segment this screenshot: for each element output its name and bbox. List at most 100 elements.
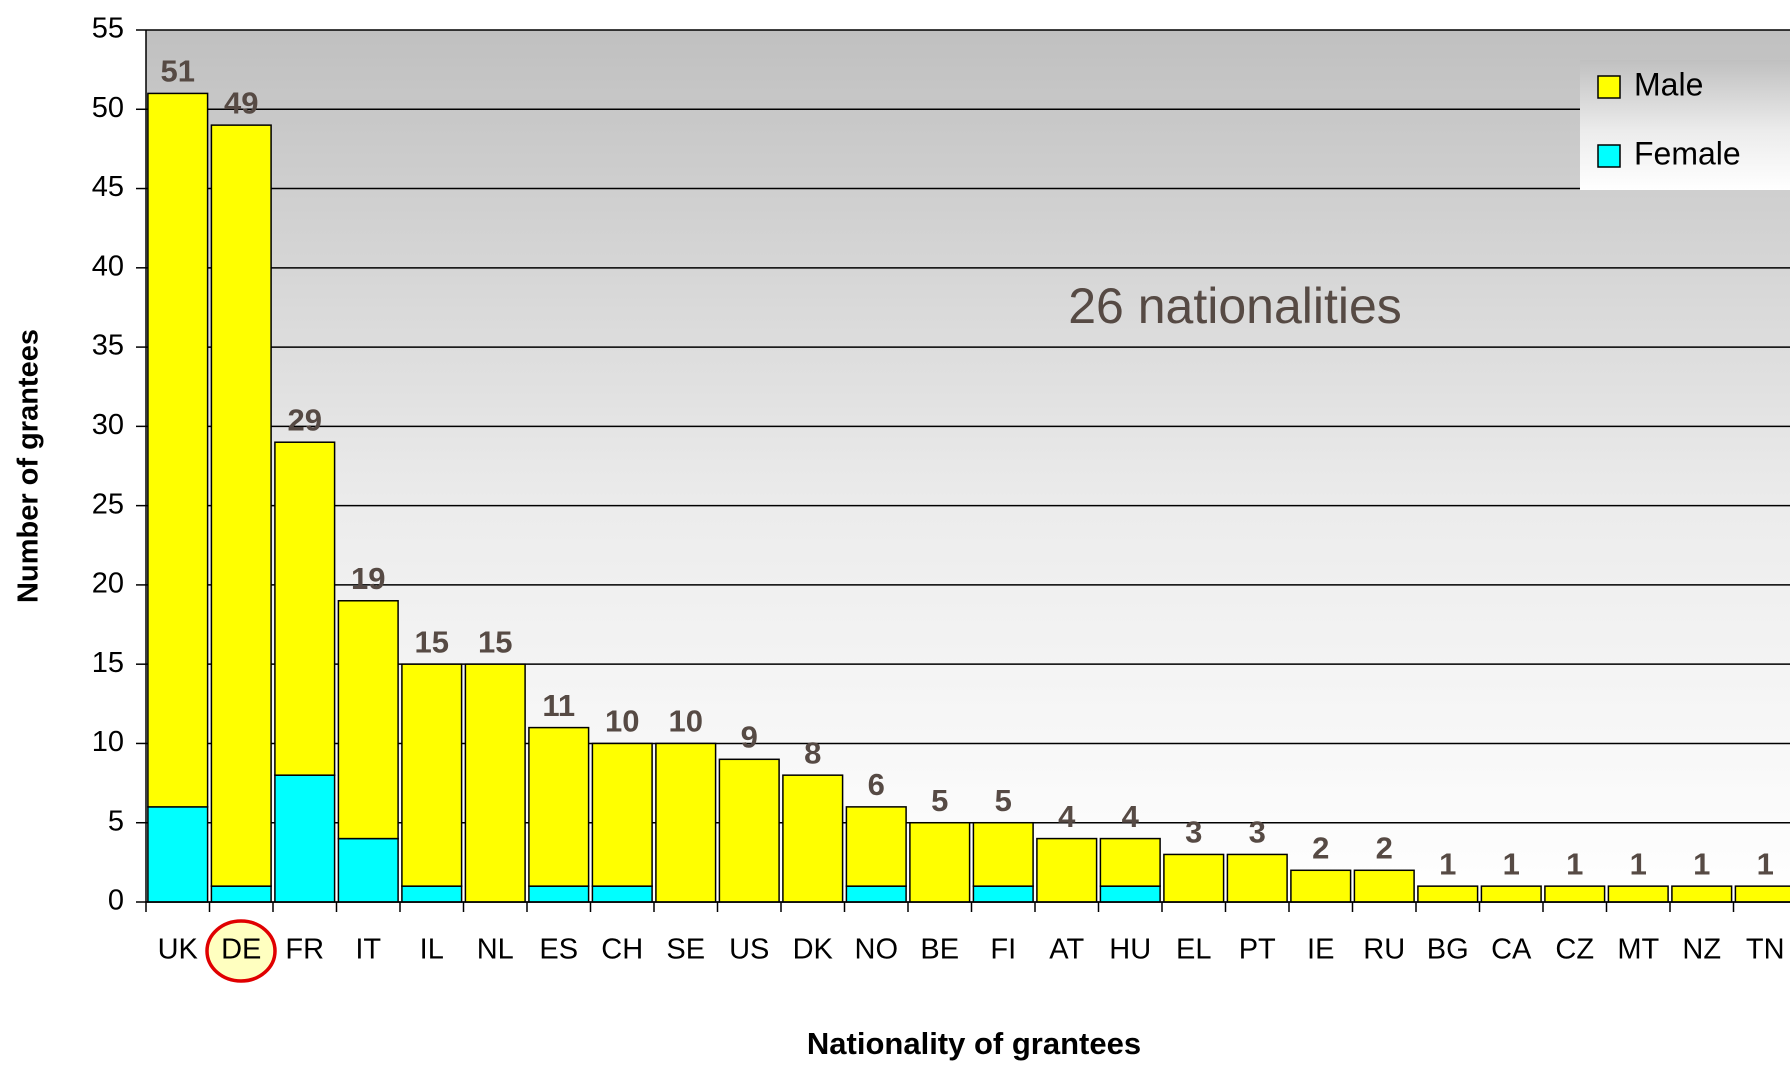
y-tick-label: 15 (92, 647, 124, 679)
total-label: 5 (931, 783, 948, 818)
legend-label: Female (1634, 135, 1741, 171)
highlight-circle (205, 919, 277, 983)
y-tick-label: 10 (92, 726, 124, 758)
x-tick-label: IT (355, 934, 381, 966)
bar-segment (1671, 885, 1733, 903)
x-tick-label: UK (158, 934, 199, 966)
x-axis-title: Nationality of grantees (807, 1026, 1141, 1061)
total-label: 1 (1630, 846, 1647, 881)
x-tick-label: SE (666, 934, 705, 966)
bar-segment (718, 758, 780, 903)
x-tick-label: CA (1491, 934, 1532, 966)
total-label: 29 (288, 402, 322, 437)
bar-segment (1099, 837, 1161, 887)
x-tick-label: CZ (1555, 934, 1594, 966)
total-label: 5 (995, 783, 1012, 818)
bar-segment (1036, 837, 1098, 903)
total-label: 6 (868, 767, 885, 802)
y-tick-label: 45 (92, 171, 124, 203)
total-label: 1 (1566, 846, 1583, 881)
total-label: 1 (1503, 846, 1520, 881)
bar-segment (1544, 885, 1606, 903)
x-tick-label: NZ (1682, 934, 1721, 966)
x-tick-label: BG (1427, 934, 1469, 966)
x-tick-label: BE (920, 934, 959, 966)
total-label: 10 (605, 704, 639, 739)
bar-segment (1290, 869, 1352, 903)
total-label: 2 (1376, 830, 1393, 865)
bar-segment (210, 124, 272, 887)
x-tick-label: CH (601, 934, 643, 966)
bar-segment (528, 885, 590, 903)
bar-segment (782, 774, 844, 903)
bar-segment (845, 806, 907, 887)
bar-segment (1607, 885, 1669, 903)
y-tick-label: 25 (92, 488, 124, 520)
x-tick-label: FR (285, 934, 324, 966)
total-label: 15 (415, 624, 449, 659)
bar-segment (337, 600, 399, 840)
legend-label: Male (1634, 66, 1703, 102)
bar-segment (147, 806, 209, 903)
total-label: 1 (1757, 846, 1774, 881)
bar-segment (1163, 853, 1225, 903)
x-tick-label: DE (221, 934, 261, 966)
y-tick-label: 50 (92, 92, 124, 124)
total-label: 11 (542, 688, 575, 723)
bar-segment (274, 441, 336, 776)
legend-swatch (1597, 75, 1621, 99)
x-tick-label: HU (1109, 934, 1151, 966)
total-label: 1 (1693, 846, 1710, 881)
bar-segment (909, 821, 971, 903)
bar-segment (1353, 869, 1415, 903)
bar-segment (210, 885, 272, 903)
x-tick-label: IL (420, 934, 444, 966)
x-tick-label: DK (793, 934, 834, 966)
bar-segment (655, 742, 717, 903)
total-label: 51 (161, 54, 195, 89)
x-tick-label: FI (990, 934, 1016, 966)
total-label: 10 (669, 704, 703, 739)
annotation: 26 nationalities (1068, 278, 1402, 334)
y-axis-title: Number of grantees (13, 329, 45, 603)
bar-segment (1099, 885, 1161, 903)
x-tick-label: EL (1176, 934, 1211, 966)
y-tick-label: 40 (92, 250, 124, 282)
x-tick-label: TN (1746, 934, 1785, 966)
bar-segment (337, 837, 399, 903)
y-tick-label: 35 (92, 330, 124, 362)
x-tick-label: NO (855, 934, 899, 966)
bar-segment (1734, 885, 1790, 903)
bar-segment (528, 726, 590, 887)
total-label: 19 (351, 561, 385, 596)
bar-segment (845, 885, 907, 903)
bar-segment (274, 774, 336, 903)
legend-swatch (1597, 144, 1621, 168)
total-label: 3 (1185, 815, 1202, 850)
bar-segment (464, 663, 526, 903)
x-tick-label: AT (1049, 934, 1084, 966)
y-tick-label: 55 (92, 13, 124, 45)
x-tick-label: ES (539, 934, 578, 966)
bar-segment (972, 885, 1034, 903)
bar-segment (972, 821, 1034, 887)
total-label: 4 (1122, 799, 1140, 834)
total-label: 8 (804, 735, 821, 770)
bar-segment (591, 885, 653, 903)
x-tick-label: RU (1363, 934, 1405, 966)
bar-segment (1417, 885, 1479, 903)
total-label: 49 (224, 85, 258, 120)
x-tick-label: NL (477, 934, 514, 966)
x-tick-label: IE (1307, 934, 1334, 966)
bar-segment (147, 92, 209, 808)
total-label: 9 (741, 719, 758, 754)
y-tick-label: 20 (92, 568, 124, 600)
y-tick-label: 30 (92, 409, 124, 441)
x-tick-label: US (729, 934, 769, 966)
total-label: 2 (1312, 830, 1329, 865)
total-label: 3 (1249, 815, 1266, 850)
total-label: 4 (1058, 799, 1076, 834)
x-tick-label: MT (1617, 934, 1659, 966)
